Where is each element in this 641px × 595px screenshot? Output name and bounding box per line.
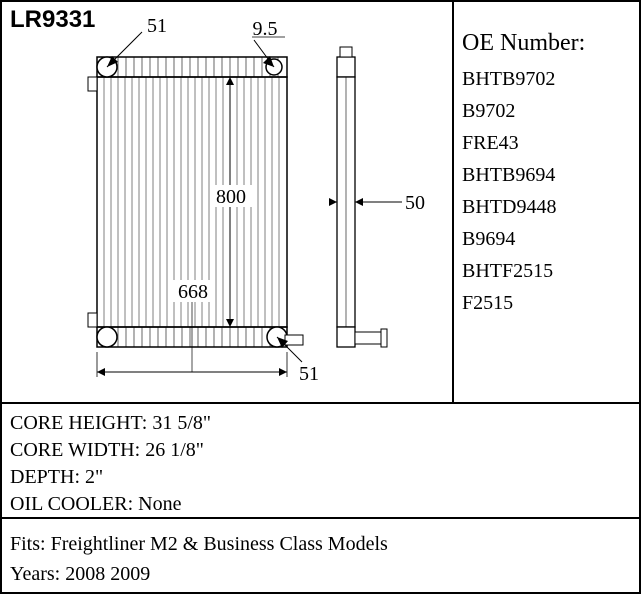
top-row: LR9331 <box>2 2 639 404</box>
fits-row: Fits: Freightliner M2 & Business Class M… <box>10 529 631 559</box>
dim-50: 50 <box>405 192 425 214</box>
oe-number: BHTD9448 <box>462 191 631 223</box>
oe-number: BHTB9702 <box>462 63 631 95</box>
spec-value: 26 1/8" <box>145 439 204 461</box>
fits-label: Fits: <box>10 533 46 555</box>
spec-value: 31 5/8" <box>152 412 211 434</box>
oe-numbers-cell: OE Number: BHTB9702 B9702 FRE43 BHTB9694… <box>454 2 639 402</box>
dim-51-top: 51 <box>147 15 167 37</box>
years-label: Years: <box>10 563 60 585</box>
oe-number: B9702 <box>462 95 631 127</box>
oe-number: FRE43 <box>462 127 631 159</box>
dim-800: 800 <box>216 186 246 208</box>
spec-value: 2" <box>85 466 103 488</box>
specs-cell: CORE HEIGHT: 31 5/8" CORE WIDTH: 26 1/8"… <box>2 404 639 519</box>
fits-value: Freightliner M2 & Business Class Models <box>51 533 388 555</box>
years-row: Years: 2008 2009 <box>10 559 631 589</box>
oe-number: B9694 <box>462 223 631 255</box>
years-value: 2008 2009 <box>65 563 150 585</box>
oe-number: BHTB9694 <box>462 159 631 191</box>
spec-row: CORE HEIGHT: 31 5/8" <box>10 410 631 437</box>
oe-list: BHTB9702 B9702 FRE43 BHTB9694 BHTD9448 B… <box>462 63 631 319</box>
dim-668: 668 <box>178 281 208 303</box>
dim-51-bottom: 51 <box>299 363 319 385</box>
spec-value: None <box>138 493 181 515</box>
fitment-cell: Fits: Freightliner M2 & Business Class M… <box>2 519 639 595</box>
spec-row: DEPTH: 2" <box>10 464 631 491</box>
spec-sheet: LR9331 <box>0 0 641 594</box>
spec-label: CORE HEIGHT: <box>10 412 147 434</box>
spec-label: CORE WIDTH: <box>10 439 140 461</box>
spec-label: OIL COOLER: <box>10 493 133 515</box>
oe-heading: OE Number: <box>462 30 631 57</box>
drawing-cell: LR9331 <box>2 2 454 402</box>
oe-number: F2515 <box>462 287 631 319</box>
oe-number: BHTF2515 <box>462 255 631 287</box>
spec-row: CORE WIDTH: 26 1/8" <box>10 437 631 464</box>
spec-row: OIL COOLER: None <box>10 491 631 518</box>
spec-label: DEPTH: <box>10 466 80 488</box>
radiator-diagram: 668 800 51 9.5 51 <box>2 2 452 400</box>
